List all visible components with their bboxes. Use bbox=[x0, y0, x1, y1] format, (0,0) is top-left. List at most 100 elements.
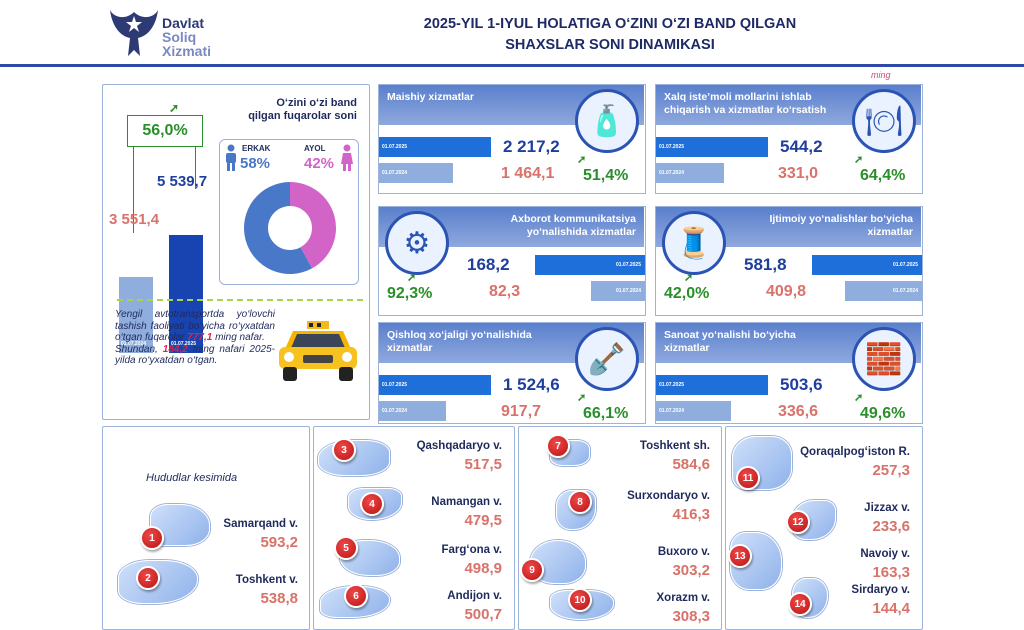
logo: Davlat Soliq Xizmati bbox=[108, 6, 218, 64]
sector-tile-3: Axborot kommunikatsiya yo‘nalishida xizm… bbox=[378, 206, 646, 316]
bar-2024-date: 01.07.2024 bbox=[382, 408, 408, 414]
taxi-icon bbox=[279, 321, 357, 381]
sector-value-2024: 1 464,1 bbox=[501, 165, 555, 182]
sector-bar-2024: 01.07.2024 bbox=[591, 281, 645, 301]
taxi-note: Yengil avtotransportda yo‘lovchi tashish… bbox=[115, 309, 275, 367]
summary-growth-badge: 56,0% bbox=[127, 115, 203, 147]
gear-monitor-icon: ⚙ bbox=[385, 211, 449, 275]
bar-2025-date: 01.07.2025 bbox=[615, 262, 641, 268]
logo-text-soliq: Soliq bbox=[162, 29, 197, 45]
sector-tile-5: Qishloq xo‘jaligi yo‘nalishida xizmatlar… bbox=[378, 322, 646, 424]
title-line-1: 2025-YIL 1-IYUL HOLATIGA O‘ZINI O‘ZI BAN… bbox=[423, 16, 797, 32]
female-icon bbox=[341, 144, 353, 171]
male-label: ERKAK bbox=[242, 144, 271, 153]
region-pin-3: 3 bbox=[332, 438, 356, 462]
growth-arrow-icon: ➚ bbox=[577, 154, 587, 166]
sector-bar-2025: 01.07.2025 bbox=[379, 137, 491, 157]
region-pin-5: 5 bbox=[334, 536, 358, 560]
region-name: Namangan v. bbox=[431, 496, 502, 508]
female-label: AYOL bbox=[304, 144, 326, 153]
region-map-2 bbox=[118, 560, 198, 604]
sector-bar-2024: 01.07.2024 bbox=[379, 401, 447, 421]
region-name: Samarqand v. bbox=[223, 518, 298, 530]
region-name: Jizzax v. bbox=[864, 502, 910, 514]
sector-bar-2024: 01.07.2024 bbox=[379, 163, 453, 183]
bar-2024-date: 01.07.2024 bbox=[892, 288, 918, 294]
region-name: Andijon v. bbox=[447, 590, 502, 602]
region-name: Xorazm v. bbox=[656, 592, 710, 604]
region-value: 233,6 bbox=[872, 518, 910, 535]
note-text-2-end: ming nafari 2025-yilda ro‘yxatdan o‘tgan… bbox=[115, 343, 275, 367]
growth-arrow-icon: ➚ bbox=[407, 272, 417, 284]
region-value: 144,4 bbox=[872, 600, 910, 617]
region-map-13 bbox=[730, 532, 782, 590]
male-percent: 58% bbox=[240, 155, 271, 172]
region-value: 308,3 bbox=[672, 608, 710, 625]
summary-title-line-2: qilgan fuqarolar soni bbox=[248, 110, 357, 122]
sector-value-2025: 581,8 bbox=[744, 255, 787, 274]
summary-title: O‘zini o‘zi band qilgan fuqarolar soni bbox=[231, 97, 357, 123]
region-pin-9: 9 bbox=[520, 558, 544, 582]
note-number-1: 777,1 bbox=[187, 332, 213, 343]
logo-text-xizmati: Xizmati bbox=[162, 43, 212, 59]
sector-bar-2025: 01.07.2025 bbox=[535, 255, 645, 275]
summary-value-2024: 3 551,4 bbox=[109, 211, 160, 228]
summary-bar-2025: 01.07.2025 bbox=[169, 235, 203, 353]
sector-value-2024: 82,3 bbox=[489, 283, 521, 300]
region-pin-4: 4 bbox=[360, 492, 384, 516]
bar-2024-date: 01.07.2024 bbox=[382, 170, 408, 176]
page-title: 2025-YIL 1-IYUL HOLATIGA O‘ZINI O‘ZI BAN… bbox=[330, 14, 890, 56]
region-name: Toshkent v. bbox=[235, 574, 298, 586]
region-pin-13: 13 bbox=[728, 544, 752, 568]
sector-value-2024: 409,8 bbox=[766, 283, 807, 300]
region-map-1 bbox=[150, 504, 210, 546]
region-name: Toshkent sh. bbox=[639, 440, 710, 452]
sector-value-2025: 2 217,2 bbox=[503, 137, 560, 156]
sector-growth-percent: 49,6% bbox=[860, 405, 906, 422]
sector-tile-6: Sanoat yo‘nalishi bo‘yicha xizmatlar 🧱 0… bbox=[655, 322, 923, 424]
plate-cutlery-icon: 🍽 bbox=[852, 89, 916, 153]
sector-tile-2: Xalq iste’moli mollarini ishlab chiqaris… bbox=[655, 84, 923, 194]
sector-growth-percent: 51,4% bbox=[583, 167, 629, 184]
sector-bar-2025: 01.07.2025 bbox=[379, 375, 491, 395]
sector-bar-2024: 01.07.2024 bbox=[656, 163, 725, 183]
note-text-2: Shundan, bbox=[115, 343, 163, 355]
region-pin-1: 1 bbox=[140, 526, 164, 550]
sector-bar-2025: 01.07.2025 bbox=[656, 375, 768, 395]
growth-arrow-icon: ➚ bbox=[854, 154, 864, 166]
shovel-icon: 🪏 bbox=[575, 327, 639, 391]
bar-2025-date: 01.07.2025 bbox=[892, 262, 918, 268]
region-value: 257,3 bbox=[872, 462, 910, 479]
region-name: Sirdaryo v. bbox=[851, 584, 910, 596]
logo-text-davlat: Davlat bbox=[162, 15, 205, 31]
region-pin-7: 7 bbox=[546, 434, 570, 458]
growth-arrow-icon: ➚ bbox=[169, 101, 180, 115]
region-value: 416,3 bbox=[672, 506, 710, 523]
bar-2024-date: 01.07.2024 bbox=[659, 408, 685, 414]
region-value: 163,3 bbox=[872, 564, 910, 581]
summary-title-line-1: O‘zini o‘zi band bbox=[276, 97, 357, 109]
header-divider bbox=[0, 64, 1024, 67]
region-name: Farg‘ona v. bbox=[441, 544, 503, 556]
region-pin-12: 12 bbox=[786, 510, 810, 534]
brick-wall-icon: 🧱 bbox=[852, 327, 916, 391]
region-value: 517,5 bbox=[464, 456, 502, 473]
sector-value-2025: 544,2 bbox=[780, 137, 823, 156]
region-pin-11: 11 bbox=[736, 466, 760, 490]
regions-title: Hududlar kesimida bbox=[146, 472, 238, 484]
region-name: Navoiy v. bbox=[860, 548, 910, 560]
donut-slice-female bbox=[290, 182, 336, 269]
sector-value-2024: 336,6 bbox=[778, 403, 819, 420]
region-value: 584,6 bbox=[672, 456, 710, 473]
sewing-machine-icon: 🧵 bbox=[662, 211, 726, 275]
region-value: 538,8 bbox=[260, 590, 298, 607]
region-pin-2: 2 bbox=[136, 566, 160, 590]
bar-2025-date: 01.07.2025 bbox=[382, 144, 408, 150]
region-name: Surxondaryo v. bbox=[627, 490, 710, 502]
region-pin-14: 14 bbox=[788, 592, 812, 616]
region-value: 479,5 bbox=[464, 512, 502, 529]
sector-bar-2024: 01.07.2024 bbox=[656, 401, 732, 421]
region-value: 593,2 bbox=[260, 534, 298, 551]
region-pin-10: 10 bbox=[568, 588, 592, 612]
region-name: Qoraqalpog‘iston R. bbox=[800, 446, 910, 458]
